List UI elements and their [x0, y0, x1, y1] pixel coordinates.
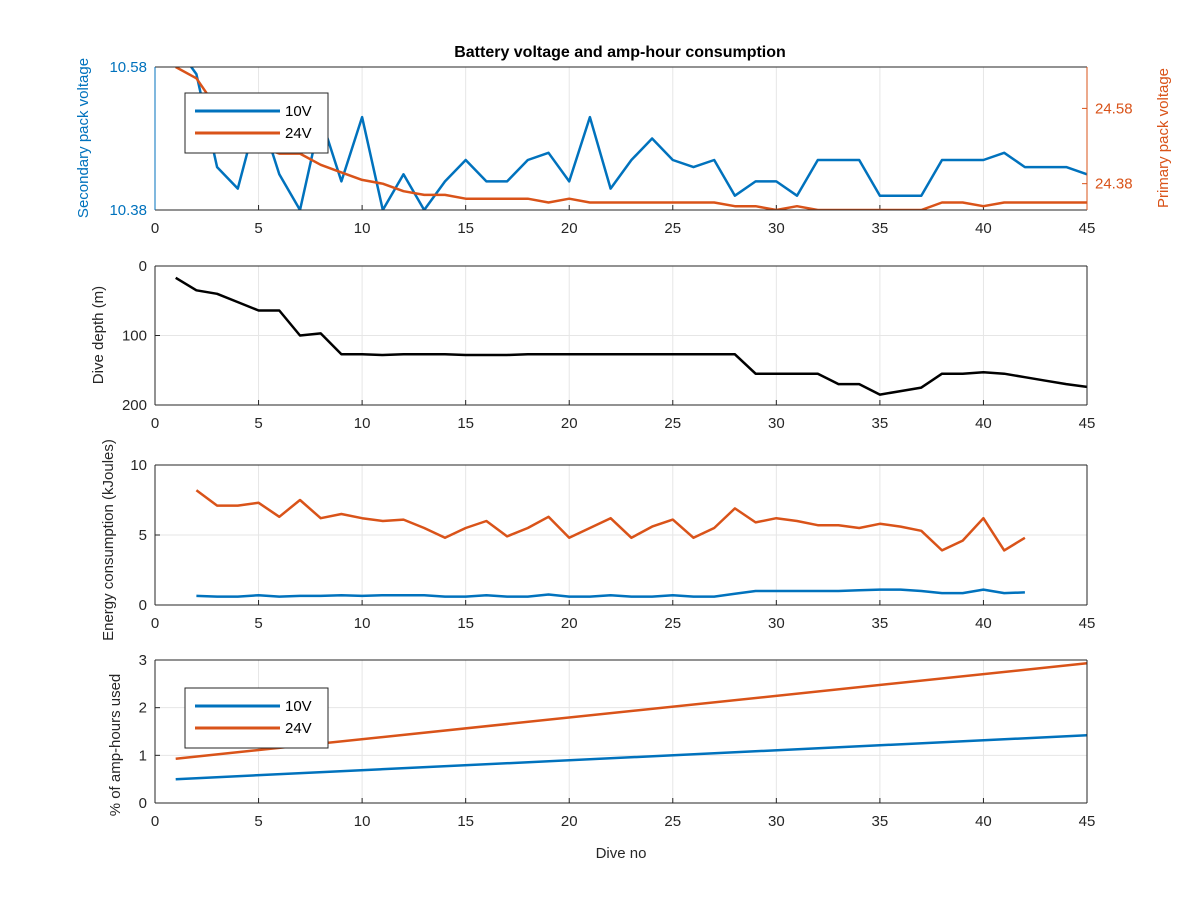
x-tick-label: 40 [975, 813, 992, 830]
y-tick-label: 10.58 [109, 59, 147, 76]
series-line-24v [175, 67, 1087, 210]
chart-panels: 0 5 10 15 20 25 30 35 40 4510.3810.5824.3824.58Se… [75, 58, 1172, 862]
y-tick-label: 200 [122, 397, 147, 414]
x-tick-label: 0 [151, 615, 159, 632]
y-tick-label: 0 [139, 597, 147, 614]
series-line-24v [195, 489, 1026, 552]
chart-panel-1: 0 5 10 15 20 25 30 35 40 45 10.38 10.58 24.38 24.58 Se… [75, 58, 1172, 237]
x-tick-label: 10 [354, 415, 371, 432]
y-axis-label: Energy consumption (kJoules) [100, 439, 117, 641]
legend-label: 24V [285, 720, 312, 737]
y-right-tick-label: 24.38 [1095, 176, 1133, 193]
x-tick-label: 25 [664, 220, 681, 237]
x-tick-label: 10 [354, 813, 371, 830]
x-tick-label: 5 [254, 220, 262, 237]
x-tick-label: 40 [975, 415, 992, 432]
series-group [175, 276, 1087, 396]
y-axis-label: Dive depth (m) [90, 286, 107, 384]
x-tick-label: 45 [1079, 813, 1096, 830]
x-tick-label: 10 [354, 615, 371, 632]
legend-box [184, 687, 329, 749]
x-tick-label: 30 [768, 415, 785, 432]
x-tick-label: 15 [457, 813, 474, 830]
x-tick-label: 20 [561, 415, 578, 432]
y-tick-label: 100 [122, 328, 147, 345]
x-tick-label: 0 [151, 220, 159, 237]
x-tick-label: 5 [254, 813, 262, 830]
x-tick-label: 45 [1079, 615, 1096, 632]
x-tick-label: 20 [561, 813, 578, 830]
y-axis-label: % of amp-hours used [107, 674, 124, 817]
y-tick-label: 1 [139, 747, 147, 764]
series-group [175, 67, 1087, 210]
series-group [195, 489, 1026, 598]
chart-panel-3: 0 5 10 15 20 25 30 35 40 45 0 5 10 Energy consumption… [100, 439, 1095, 641]
x-tick-label: 25 [664, 813, 681, 830]
x-tick-label: 15 [457, 220, 474, 237]
series-line-depth [175, 276, 1087, 396]
x-tick-label: 35 [872, 220, 889, 237]
series-line-10v [189, 67, 1087, 210]
x-tick-label: 35 [872, 615, 889, 632]
x-tick-label: 20 [561, 220, 578, 237]
y-right-axis-label: Primary pack voltage [1155, 68, 1172, 208]
x-axis-label: Dive no [596, 845, 647, 862]
x-tick-label: 30 [768, 615, 785, 632]
chart-panel-2: 0 5 10 15 20 25 30 35 40 45 0 100 200 Dive depth (m) [90, 258, 1095, 432]
x-tick-label: 5 [254, 415, 262, 432]
y-tick-label: 10 [130, 457, 147, 474]
x-tick-label: 30 [768, 813, 785, 830]
x-tick-label: 45 [1079, 415, 1096, 432]
series-line-10v [196, 588, 1025, 598]
x-tick-label: 25 [664, 415, 681, 432]
x-tick-label: 40 [975, 220, 992, 237]
x-tick-label: 30 [768, 220, 785, 237]
x-tick-label: 40 [975, 615, 992, 632]
figure-title: Battery voltage and amp-hour consumption [454, 44, 786, 61]
y-tick-label: 2 [139, 700, 147, 717]
x-tick-label: 0 [151, 813, 159, 830]
chart-panel-4: 0 5 10 15 20 25 30 35 40 45 0 1 2 3 % of amp-hours use… [107, 652, 1095, 862]
y-right-tick-label: 24.58 [1095, 100, 1133, 117]
x-tick-label: 15 [457, 615, 474, 632]
y-axis-label: Secondary pack voltage [75, 58, 92, 218]
x-tick-label: 10 [354, 220, 371, 237]
x-tick-label: 35 [872, 813, 889, 830]
legend-label: 24V [285, 125, 312, 142]
legend-box [184, 92, 329, 154]
x-tick-label: 15 [457, 415, 474, 432]
x-tick-label: 35 [872, 415, 889, 432]
x-tick-label: 25 [664, 615, 681, 632]
y-tick-label: 0 [139, 795, 147, 812]
y-tick-label: 3 [139, 652, 147, 669]
y-tick-label: 0 [139, 258, 147, 275]
legend-label: 10V [285, 103, 312, 120]
legend-label: 10V [285, 698, 312, 715]
series-line-10v [175, 734, 1087, 781]
y-tick-label: 10.38 [109, 202, 147, 219]
y-tick-label: 5 [139, 527, 147, 544]
x-tick-label: 5 [254, 615, 262, 632]
x-tick-label: 45 [1079, 220, 1096, 237]
x-tick-label: 20 [561, 615, 578, 632]
x-tick-label: 0 [151, 415, 159, 432]
